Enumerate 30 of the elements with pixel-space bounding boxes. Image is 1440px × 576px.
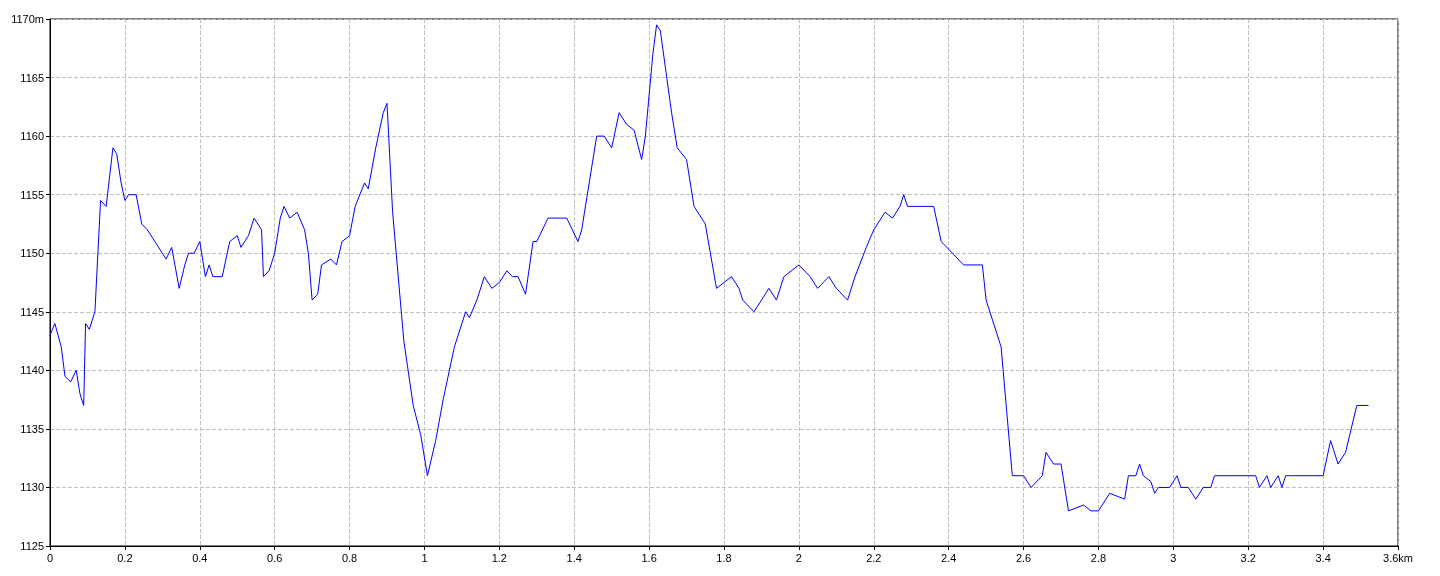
x-tick-label: 2.8 bbox=[1090, 551, 1107, 564]
x-tick-label: 3.6km bbox=[1383, 551, 1413, 564]
y-tick-label: 1140 bbox=[20, 364, 44, 377]
y-tick-label: 1150 bbox=[20, 247, 44, 260]
x-tick-label: 0.4 bbox=[192, 551, 208, 564]
line-series bbox=[49, 24, 1369, 512]
y-tick-label: 1165 bbox=[20, 71, 44, 84]
y-tick-label: 1160 bbox=[20, 130, 44, 143]
y-tick-label: 1145 bbox=[20, 305, 44, 318]
y-tick-label: 1125 bbox=[20, 540, 44, 552]
x-tick-label: 1.4 bbox=[566, 551, 582, 564]
x-tick-label: 1 bbox=[421, 551, 428, 564]
x-tick-label: 2.2 bbox=[866, 551, 882, 564]
x-tick-label: 3 bbox=[1170, 551, 1177, 564]
x-tick-label: 0.8 bbox=[341, 551, 358, 564]
y-tick-label: 1135 bbox=[20, 422, 44, 435]
x-tick-label: 1.8 bbox=[716, 551, 732, 564]
y-tick-label: 1130 bbox=[20, 481, 44, 494]
x-tick-label: 0.2 bbox=[117, 551, 133, 564]
x-tick-label: 1.2 bbox=[491, 551, 507, 564]
y-tick-label: 1170m bbox=[11, 13, 44, 25]
x-tick-label: 3.4 bbox=[1315, 551, 1331, 564]
y-tick-label: 1155 bbox=[20, 188, 44, 201]
x-tick-label: 2.4 bbox=[941, 551, 957, 564]
x-tick-label: 3.2 bbox=[1240, 551, 1256, 564]
x-tick-label: 0.6 bbox=[267, 551, 283, 564]
x-tick-label: 1.6 bbox=[641, 551, 657, 564]
x-tick-label: 2 bbox=[795, 551, 802, 564]
x-tick-label: 0 bbox=[46, 551, 54, 564]
x-tick-label: 2.6 bbox=[1015, 551, 1032, 564]
